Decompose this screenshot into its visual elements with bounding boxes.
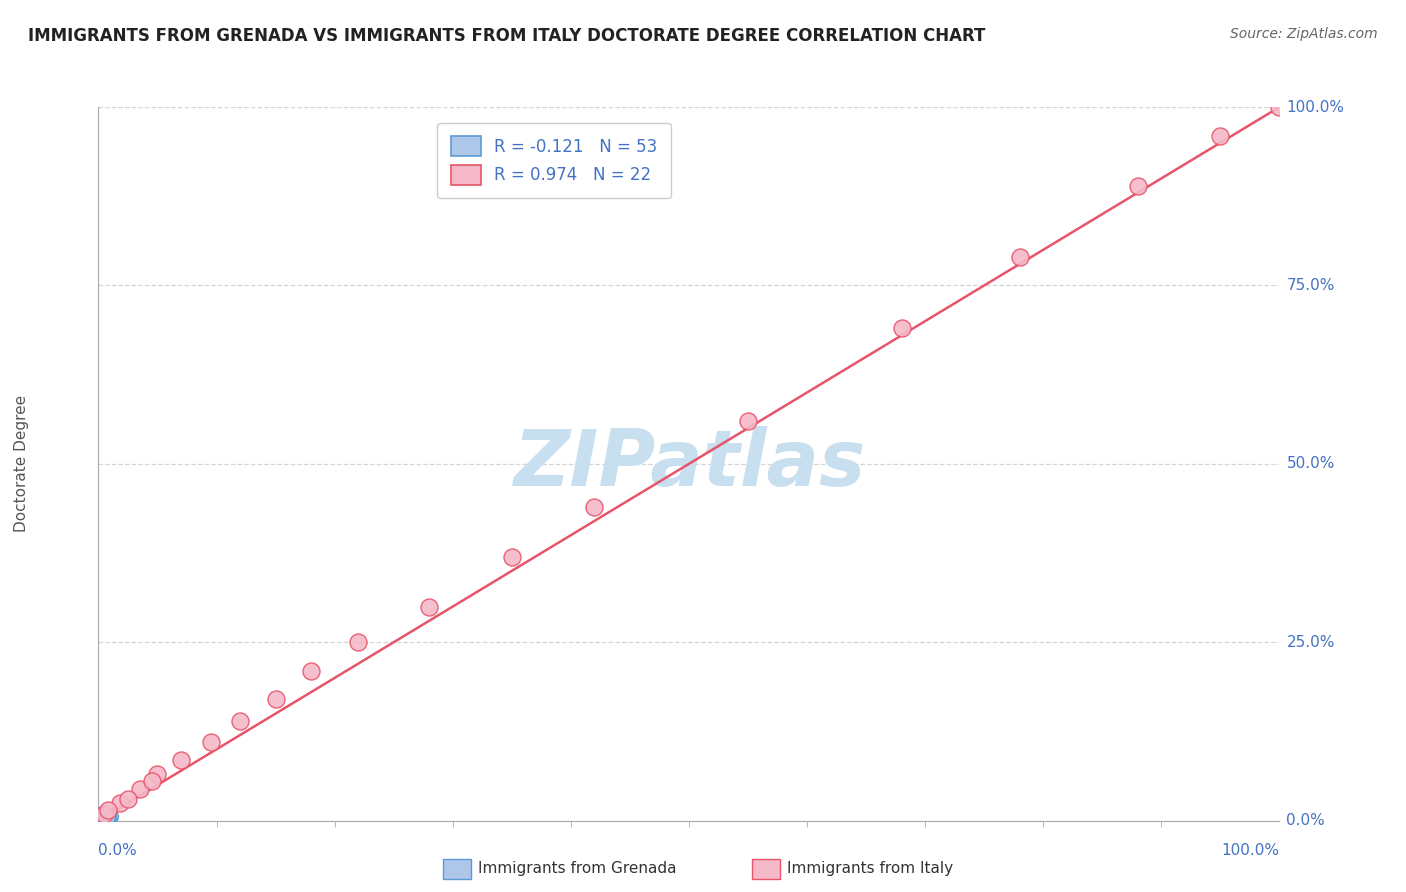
Point [97, 812, 120, 826]
Text: 25.0%: 25.0% [1286, 635, 1334, 649]
Point [91, 810, 114, 824]
Text: Immigrants from Italy: Immigrants from Italy [787, 862, 953, 876]
Text: 0.0%: 0.0% [1286, 814, 1326, 828]
Text: 100.0%: 100.0% [1222, 843, 1279, 858]
Point [93, 812, 115, 826]
Text: Source: ZipAtlas.com: Source: ZipAtlas.com [1230, 27, 1378, 41]
Point [93, 811, 115, 825]
Point [91, 811, 114, 825]
Point [97, 812, 120, 826]
Point [94, 810, 117, 824]
Text: 100.0%: 100.0% [1286, 100, 1344, 114]
Point [94, 809, 117, 823]
Text: Immigrants from Grenada: Immigrants from Grenada [478, 862, 676, 876]
Point [91, 808, 114, 822]
Point [128, 781, 150, 796]
Point [91, 812, 114, 826]
Point [93, 811, 115, 825]
Point [170, 753, 193, 767]
Point [91, 809, 114, 823]
Point [229, 714, 252, 728]
Point [97, 809, 120, 823]
Point [200, 735, 222, 749]
Point [90, 808, 112, 822]
Point [97, 803, 120, 817]
Point [93, 810, 115, 824]
Point [96, 811, 118, 825]
Point [418, 599, 440, 614]
Point [141, 774, 163, 789]
Point [96, 809, 118, 823]
Point [117, 792, 139, 806]
Point [93, 810, 115, 824]
Point [890, 321, 912, 335]
Point [93, 806, 115, 821]
Point [91, 810, 114, 824]
Point [91, 811, 114, 825]
Point [91, 809, 114, 823]
Point [264, 692, 287, 706]
Point [93, 812, 115, 826]
Legend: R = -0.121   N = 53, R = 0.974   N = 22: R = -0.121 N = 53, R = 0.974 N = 22 [437, 122, 671, 198]
Point [94, 812, 117, 826]
Point [96, 811, 118, 825]
Point [96, 812, 118, 826]
Point [583, 500, 606, 514]
Point [91, 810, 114, 824]
Point [1008, 250, 1031, 264]
Point [501, 549, 523, 564]
Point [94, 812, 117, 826]
Point [108, 796, 131, 810]
Point [94, 809, 117, 823]
Point [299, 664, 322, 678]
Point [91, 812, 114, 826]
Point [94, 810, 117, 824]
Point [98, 809, 121, 823]
Point [91, 808, 114, 822]
Text: 75.0%: 75.0% [1286, 278, 1334, 293]
Point [347, 635, 370, 649]
Point [146, 767, 169, 781]
Point [93, 811, 115, 825]
Point [91, 808, 114, 822]
Point [94, 810, 117, 824]
Point [90, 808, 112, 822]
Text: IMMIGRANTS FROM GRENADA VS IMMIGRANTS FROM ITALY DOCTORATE DEGREE CORRELATION CH: IMMIGRANTS FROM GRENADA VS IMMIGRANTS FR… [28, 27, 986, 45]
Point [93, 810, 115, 824]
Point [1209, 128, 1232, 143]
Point [91, 808, 114, 822]
Text: Doctorate Degree: Doctorate Degree [14, 395, 28, 533]
Point [93, 812, 115, 826]
Point [737, 414, 759, 428]
Point [1268, 100, 1291, 114]
Point [97, 808, 120, 822]
Point [94, 808, 117, 822]
Point [90, 808, 112, 822]
Point [94, 812, 117, 826]
Text: ZIPatlas: ZIPatlas [513, 425, 865, 502]
Point [93, 810, 115, 824]
Point [90, 809, 112, 823]
Point [1126, 178, 1149, 193]
Point [96, 809, 118, 823]
Point [91, 812, 114, 826]
Point [96, 810, 118, 824]
Point [91, 808, 114, 822]
Text: 0.0%: 0.0% [98, 843, 138, 858]
Point [93, 809, 115, 823]
Text: 50.0%: 50.0% [1286, 457, 1334, 471]
Point [91, 810, 114, 824]
Point [91, 812, 114, 826]
Point [91, 812, 114, 826]
